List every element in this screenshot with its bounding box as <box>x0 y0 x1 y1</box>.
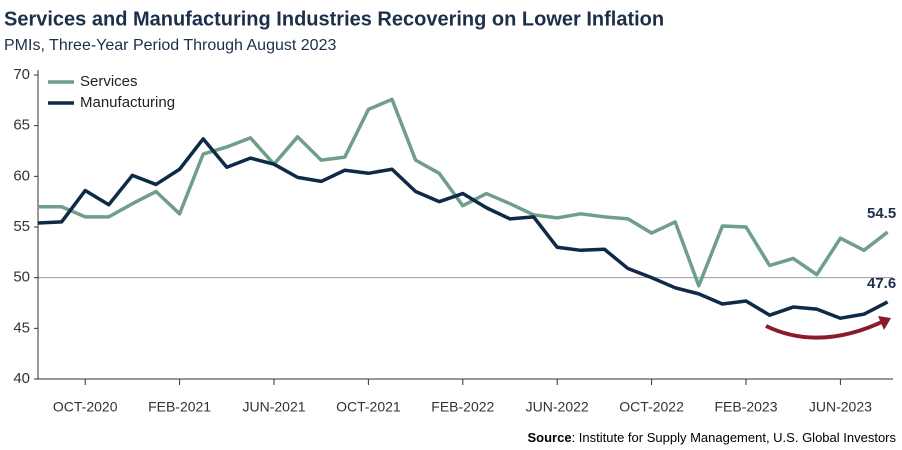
x-tick-label: FEB-2023 <box>714 399 777 415</box>
chart-subtitle: PMIs, Three-Year Period Through August 2… <box>4 37 336 54</box>
source: Source: Institute for Supply Management,… <box>527 430 896 445</box>
chart-title: Services and Manufacturing Industries Re… <box>4 8 664 30</box>
data-label: 54.5 <box>867 205 896 222</box>
x-tick-label: OCT-2021 <box>336 399 401 415</box>
trend-arrow <box>765 318 887 340</box>
series-line <box>37 137 889 320</box>
x-tick-label: OCT-2020 <box>53 399 118 415</box>
y-tick-label: 45 <box>13 319 30 336</box>
y-tick-label: 55 <box>13 218 30 235</box>
y-tick-label: 65 <box>13 117 30 134</box>
x-tick-label: FEB-2021 <box>148 399 211 415</box>
x-tick-label: JUN-2022 <box>526 399 589 415</box>
y-tick-label: 70 <box>13 66 30 83</box>
legend-label: Manufacturing <box>80 94 175 111</box>
source-text: : Institute for Supply Management, U.S. … <box>572 430 897 445</box>
x-tick-label: JUN-2021 <box>242 399 305 415</box>
x-tick-label: JUN-2023 <box>809 399 872 415</box>
y-tick-label: 50 <box>13 269 30 286</box>
legend-label: Services <box>80 73 138 90</box>
data-label: 47.6 <box>867 275 896 292</box>
y-tick-label: 60 <box>13 167 30 184</box>
y-tick-label: 40 <box>13 370 30 387</box>
x-tick-label: OCT-2022 <box>619 399 684 415</box>
source-label: Source <box>527 430 571 445</box>
series-line <box>38 97 889 288</box>
trend-arrow-head <box>878 316 891 330</box>
x-tick-label: FEB-2022 <box>431 399 494 415</box>
